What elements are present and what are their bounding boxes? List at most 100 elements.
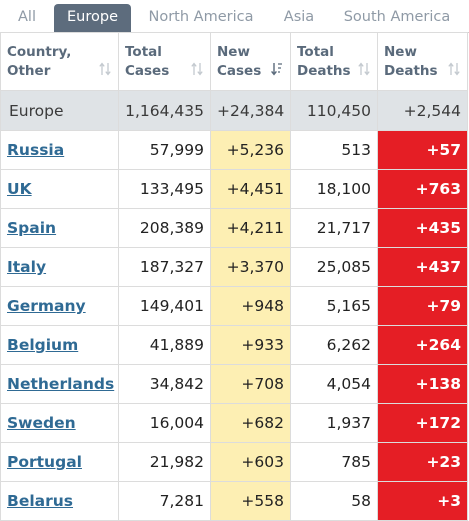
country-cell: Belgium — [0, 325, 119, 365]
new-cases-cell: +4,211 — [210, 208, 291, 248]
column-header-new-cases[interactable]: New Cases — [210, 32, 291, 91]
region-total-row: Europe 1,164,435 +24,384 110,450 +2,544 — [0, 90, 468, 131]
new-deaths-cell: +763 — [377, 169, 468, 209]
country-link[interactable]: Russia — [7, 141, 65, 159]
total-cases-cell: 187,327 — [118, 247, 211, 287]
tab-south-america[interactable]: South America — [343, 9, 451, 25]
total-cases-cell: 208,389 — [118, 208, 211, 248]
new-deaths-cell: +172 — [377, 403, 468, 443]
country-link[interactable]: Germany — [7, 297, 86, 315]
country-cell: UK — [0, 169, 119, 209]
sort-arrows-icon[interactable] — [191, 62, 203, 76]
new-deaths-cell: +3 — [377, 481, 468, 521]
new-deaths-cell: +23 — [377, 442, 468, 482]
total-deaths-cell: 1,937 — [290, 403, 378, 443]
table-row: Belarus 7,281 +558 58 +3 — [0, 481, 468, 521]
column-header-label: Country, — [7, 43, 72, 60]
total-deaths-cell: 513 — [290, 130, 378, 170]
new-deaths-cell: +79 — [377, 286, 468, 326]
country-link[interactable]: Sweden — [7, 414, 76, 432]
new-deaths-cell: +138 — [377, 364, 468, 404]
table-row: Netherlands 34,842 +708 4,054 +138 — [0, 364, 468, 404]
table-row: Italy 187,327 +3,370 25,085 +437 — [0, 247, 468, 287]
new-deaths-cell: +435 — [377, 208, 468, 248]
column-header-label: Other — [7, 62, 51, 79]
country-link[interactable]: Belgium — [7, 336, 79, 354]
new-cases-cell: +3,370 — [210, 247, 291, 287]
column-header-label: Cases — [217, 62, 262, 79]
total-cases-cell: 133,495 — [118, 169, 211, 209]
country-cell: Sweden — [0, 403, 119, 443]
region-new-deaths: +2,544 — [377, 90, 468, 131]
country-link[interactable]: Netherlands — [7, 375, 115, 393]
country-cell: Germany — [0, 286, 119, 326]
new-cases-cell: +933 — [210, 325, 291, 365]
new-cases-cell: +708 — [210, 364, 291, 404]
column-header-label: Cases — [125, 62, 170, 79]
column-header-label: Total — [125, 43, 162, 60]
total-deaths-cell: 58 — [290, 481, 378, 521]
total-cases-cell: 16,004 — [118, 403, 211, 443]
country-cell: Italy — [0, 247, 119, 287]
new-cases-cell: +5,236 — [210, 130, 291, 170]
table-row: Sweden 16,004 +682 1,937 +172 — [0, 403, 468, 443]
total-deaths-cell: 25,085 — [290, 247, 378, 287]
sort-descending-icon[interactable] — [271, 62, 283, 76]
column-header-total-deaths[interactable]: Total Deaths — [290, 32, 378, 91]
total-deaths-cell: 21,717 — [290, 208, 378, 248]
tab-all[interactable]: All — [18, 9, 36, 25]
new-deaths-cell: +57 — [377, 130, 468, 170]
sort-arrows-icon[interactable] — [99, 62, 111, 76]
total-deaths-cell: 18,100 — [290, 169, 378, 209]
column-header-label: Deaths — [384, 62, 438, 79]
column-header-label: Total — [297, 43, 334, 60]
region-total-cases: 1,164,435 — [118, 90, 211, 131]
column-header-country[interactable]: Country, Other — [0, 32, 119, 91]
total-deaths-cell: 785 — [290, 442, 378, 482]
table-row: Belgium 41,889 +933 6,262 +264 — [0, 325, 468, 365]
total-cases-cell: 21,982 — [118, 442, 211, 482]
country-link[interactable]: UK — [7, 180, 32, 198]
country-cell: Belarus — [0, 481, 119, 521]
country-link[interactable]: Italy — [7, 258, 47, 276]
covid-stats-table: Country, Other Total Cases New Cases — [0, 32, 468, 521]
region-new-cases: +24,384 — [210, 90, 291, 131]
country-link[interactable]: Spain — [7, 219, 57, 237]
sort-arrows-icon[interactable] — [358, 62, 370, 76]
total-cases-cell: 57,999 — [118, 130, 211, 170]
country-cell: Spain — [0, 208, 119, 248]
new-cases-cell: +948 — [210, 286, 291, 326]
table-row: Germany 149,401 +948 5,165 +79 — [0, 286, 468, 326]
region-name: Europe — [0, 90, 119, 131]
country-link[interactable]: Belarus — [7, 492, 74, 510]
total-deaths-cell: 4,054 — [290, 364, 378, 404]
region-total-deaths: 110,450 — [290, 90, 378, 131]
total-cases-cell: 7,281 — [118, 481, 211, 521]
tab-asia[interactable]: Asia — [283, 9, 315, 25]
sort-arrows-icon[interactable] — [448, 62, 460, 76]
tab-north-america[interactable]: North America — [148, 9, 254, 25]
country-link[interactable]: Portugal — [7, 453, 82, 471]
table-row: UK 133,495 +4,451 18,100 +763 — [0, 169, 468, 209]
new-cases-cell: +4,451 — [210, 169, 291, 209]
column-header-total-cases[interactable]: Total Cases — [118, 32, 211, 91]
total-cases-cell: 34,842 — [118, 364, 211, 404]
column-header-label: New — [384, 43, 417, 60]
total-deaths-cell: 5,165 — [290, 286, 378, 326]
column-header-new-deaths[interactable]: New Deaths — [377, 32, 468, 91]
region-tabs: All Europe North America Asia South Amer… — [0, 0, 469, 33]
tab-europe[interactable]: Europe — [54, 4, 131, 33]
new-cases-cell: +558 — [210, 481, 291, 521]
total-cases-cell: 41,889 — [118, 325, 211, 365]
total-cases-cell: 149,401 — [118, 286, 211, 326]
total-deaths-cell: 6,262 — [290, 325, 378, 365]
new-cases-cell: +603 — [210, 442, 291, 482]
column-header-label: Deaths — [297, 62, 351, 79]
new-cases-cell: +682 — [210, 403, 291, 443]
column-header-label: New — [217, 43, 250, 60]
table-row: Russia 57,999 +5,236 513 +57 — [0, 130, 468, 170]
new-deaths-cell: +264 — [377, 325, 468, 365]
country-cell: Netherlands — [0, 364, 119, 404]
new-deaths-cell: +437 — [377, 247, 468, 287]
country-cell: Portugal — [0, 442, 119, 482]
